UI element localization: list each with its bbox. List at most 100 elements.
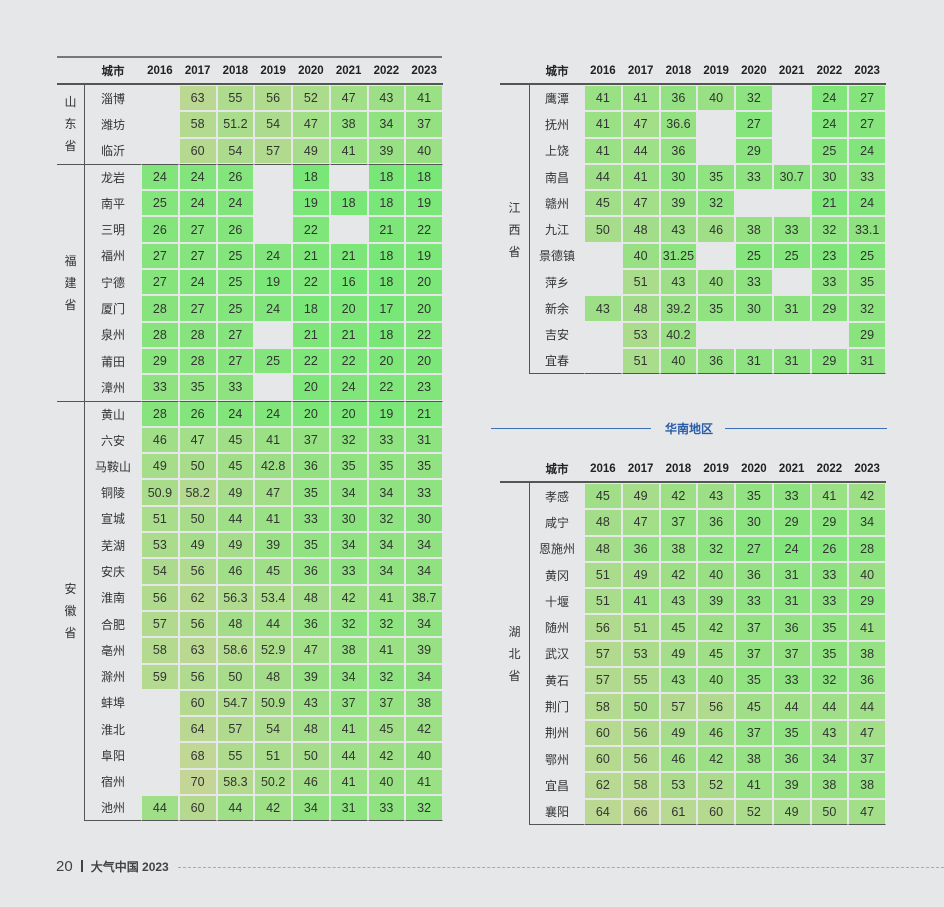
value-cell: 41 [254,426,292,454]
value-cell: 24 [810,85,849,112]
value-cell: 27 [216,347,255,375]
city-name: 荆州 [544,726,569,741]
value-cell: 18 [367,269,406,296]
table-row: 山东省淄博 63 55 56 52 47 43 41 [57,85,443,164]
region-rule-right [725,428,887,429]
value-cell: 32 [405,795,443,822]
value-cell: 25 [848,242,886,270]
value-cell: 45 [254,558,292,585]
value-cell: 49 [621,561,660,589]
value-cell: 36 [292,610,330,638]
value-cell: 48 [254,663,292,690]
table-row: 荆州 60 56 49 46 37 35 43 47 [500,719,886,746]
city-name: 铜陵 [100,486,125,501]
value-cell: 48 [584,509,622,536]
header-year: 2023 [848,456,886,483]
header-year: 2019 [254,58,292,85]
value-cell: 36 [772,745,811,773]
value-cell: 44 [141,795,179,822]
value-cell: 39 [772,772,811,799]
value-cell: 45 [584,483,622,510]
value-cell: 39 [254,532,292,559]
value-cell: 21 [810,190,849,217]
value-cell: 20 [367,347,406,375]
value-cell: 20 [405,269,443,296]
value-cell: 21 [292,321,330,348]
value-cell: 56 [621,745,660,773]
value-cell: 39.2 [659,295,698,322]
value-cell: 49 [292,137,330,164]
header-year: 2020 [735,456,773,483]
table-row: 铜陵 50.9 58.2 49 47 35 34 34 33 [57,479,443,506]
value-cell: 22 [329,347,368,375]
city-name: 上饶 [544,144,569,159]
value-cell: 22 [292,216,330,243]
value-cell: 32 [367,610,406,638]
table-row: 黄冈 51 49 42 40 36 31 33 40 [500,561,886,589]
value-cell [254,374,292,401]
value-cell [697,321,735,348]
value-cell: 29 [810,295,849,322]
value-cell: 35 [735,483,773,510]
city-name: 淮北 [100,722,125,737]
header-province-cell [500,456,530,483]
left-table-top-rule [57,56,442,58]
value-cell: 18 [292,295,330,322]
value-cell: 41 [329,768,368,796]
value-cell [735,321,773,348]
value-cell: 45 [216,426,255,454]
value-cell: 61 [659,798,698,825]
value-cell: 68 [178,742,217,769]
value-cell: 31 [848,347,886,375]
value-cell: 36 [292,558,330,585]
value-cell: 24 [848,137,886,164]
city-name: 黄山 [85,400,141,427]
value-cell: 27 [178,242,217,270]
header-year: 2023 [405,58,443,85]
value-cell: 19 [254,269,292,296]
jiangxi-pm25-table: 城市 2016 2017 2018 2019 2020 2021 2022 2023 江西省鹰潭… [500,58,886,375]
value-cell: 60 [178,795,217,822]
value-cell: 52 [697,772,735,799]
value-cell: 35 [848,269,886,296]
value-cell: 35 [292,532,330,559]
value-cell: 29 [141,347,179,375]
city-name: 六安 [100,433,125,448]
value-cell [141,137,179,164]
value-cell: 37 [848,745,886,773]
value-cell: 30 [810,163,849,191]
value-cell: 27 [848,111,886,138]
city-name: 淮南 [100,591,125,606]
value-cell: 36 [697,509,735,536]
value-cell: 18 [292,163,330,191]
value-cell [584,269,622,296]
value-cell: 38 [659,535,698,562]
value-cell: 38 [735,216,773,243]
region-rule-left [491,428,651,429]
city-name: 萍乡 [544,275,569,290]
value-cell: 64 [178,716,217,743]
value-cell: 20 [405,347,443,375]
value-cell: 28 [141,295,179,322]
value-cell: 16 [329,269,368,296]
value-cell: 24 [178,190,217,217]
table-row: 安徽省黄山 28 26 24 24 20 20 19 21 [57,400,443,822]
value-cell: 27 [178,295,217,322]
value-cell: 51 [584,588,622,615]
value-cell: 41 [621,163,660,191]
table-row: 鄂州 60 56 46 42 38 36 34 37 [500,745,886,773]
value-cell [329,216,368,243]
value-cell: 60 [584,719,622,746]
city-name: 亳州 [100,643,125,658]
value-cell: 35 [329,453,368,480]
value-cell: 56 [178,663,217,690]
value-cell: 42 [697,614,735,641]
value-cell: 34 [329,532,368,559]
value-cell: 56 [621,719,660,746]
value-cell: 30 [329,505,368,533]
value-cell: 22 [405,321,443,348]
header-year: 2020 [292,58,330,85]
value-cell [584,242,622,270]
value-cell: 42 [697,745,735,773]
value-cell: 26 [810,535,849,562]
